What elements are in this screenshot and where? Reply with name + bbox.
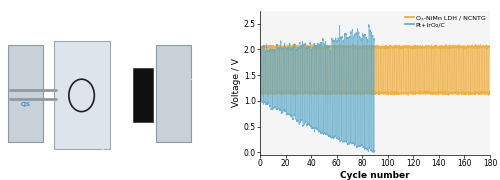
Y-axis label: Voltage / V: Voltage / V [232, 58, 241, 107]
Text: CJS: CJS [20, 102, 30, 107]
Text: O-rings: O-rings [100, 149, 118, 154]
Text: Zinc
anode: Zinc anode [13, 149, 28, 160]
Text: Electrolyte reservoir: Electrolyte reservoir [56, 9, 106, 40]
FancyBboxPatch shape [54, 41, 110, 149]
Text: Air
vent: Air vent [191, 53, 230, 80]
Text: electrical contact: electrical contact [14, 12, 57, 44]
Legend: Oₓ-NiMn LDH / NCNTG, Pt+IrO₂/C: Oₓ-NiMn LDH / NCNTG, Pt+IrO₂/C [404, 14, 487, 28]
Bar [132, 68, 153, 122]
Text: electrical contact: electrical contact [162, 12, 205, 44]
X-axis label: Cycle number: Cycle number [340, 171, 410, 180]
FancyBboxPatch shape [156, 45, 191, 142]
FancyBboxPatch shape [8, 45, 44, 142]
Text: Air
cathode: Air cathode [136, 149, 156, 160]
Text: O-rings: O-rings [47, 149, 65, 154]
